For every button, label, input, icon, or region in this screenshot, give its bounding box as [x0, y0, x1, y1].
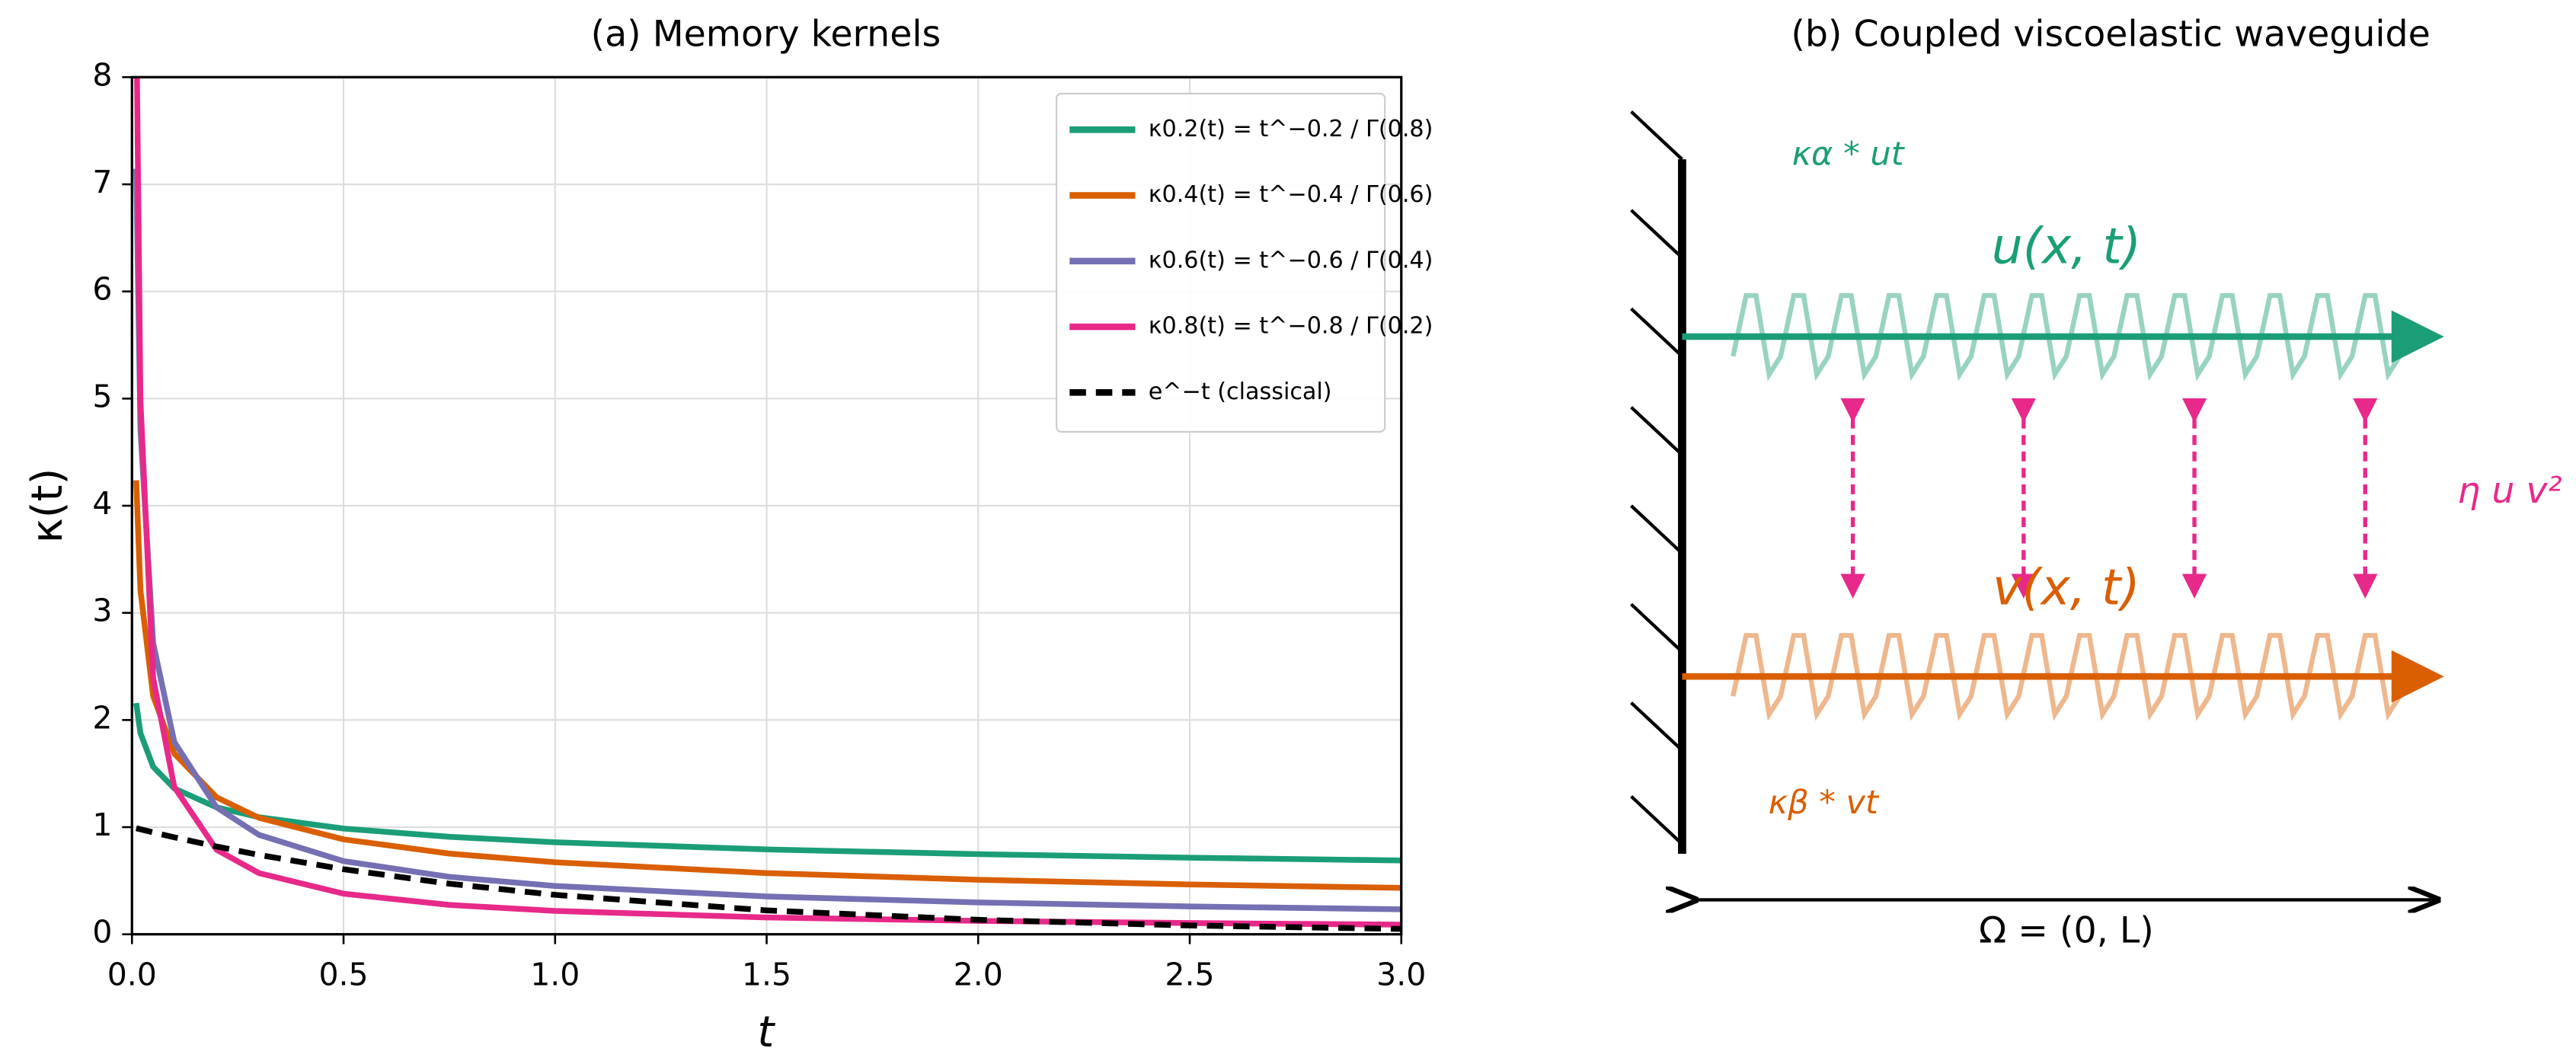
- series-line: [133, 480, 1401, 891]
- legend-label: κ0.6(t) = t^−0.6 / Γ(0.4): [1149, 247, 1433, 273]
- u-memory: κα * ut: [1792, 135, 1906, 173]
- legend-label: κ0.8(t) = t^−0.8 / Γ(0.2): [1149, 313, 1433, 340]
- y-tick-label: 3: [92, 593, 112, 629]
- x-tick-label: 0.0: [107, 957, 157, 993]
- y-tick-label: 1: [92, 807, 112, 843]
- x-tick-label: 2.0: [954, 957, 1003, 993]
- y-tick-label: 8: [92, 56, 112, 93]
- u-spring: [1731, 292, 2402, 382]
- legend-box: [1055, 92, 1386, 433]
- y-tick-label: 2: [92, 699, 112, 736]
- y-tick-label: 0: [92, 914, 112, 951]
- domain-label: Ω = (0, L): [1979, 910, 2154, 952]
- x-tick-label: 3.0: [1376, 957, 1426, 993]
- diagram-title: (b) Coupled viscoelastic waveguide: [1791, 13, 2430, 55]
- legend-label: κ0.2(t) = t^−0.2 / Γ(0.8): [1149, 116, 1433, 142]
- x-tick-label: 1.5: [742, 957, 791, 993]
- x-label: t: [757, 1008, 775, 1057]
- y-tick-label: 4: [92, 485, 112, 522]
- v-label: v(x, t): [1993, 560, 2140, 617]
- coupling-arrows: [1840, 398, 2378, 599]
- u-label: u(x, t): [1992, 218, 2141, 275]
- x-tick-label: 0.5: [318, 957, 368, 993]
- legend: κ0.2(t) = t^−0.2 / Γ(0.8) κ0.4(t) = t^−0.…: [1055, 92, 1433, 433]
- legend-label: e^−t (classical): [1149, 379, 1332, 405]
- x-tick-label: 2.5: [1165, 957, 1214, 993]
- plot-area: [133, 77, 1401, 932]
- y-tick-label: 7: [92, 164, 112, 200]
- series-line: [135, 825, 1401, 932]
- y-tick-label: 5: [92, 378, 112, 414]
- wall: [1630, 110, 1686, 855]
- legend-label: κ0.4(t) = t^−0.4 / Γ(0.6): [1149, 181, 1433, 208]
- y-label: κ(t): [23, 468, 72, 544]
- series-line: [133, 702, 1401, 864]
- y-tick-label: 6: [92, 271, 112, 308]
- x-tick-label: 1.0: [530, 957, 580, 993]
- v-memory: κβ * vt: [1769, 784, 1880, 822]
- chart-title: (a) Memory kernels: [591, 13, 941, 55]
- coupling-label: η u v²: [2457, 470, 2562, 512]
- v-spring: [1731, 633, 2402, 721]
